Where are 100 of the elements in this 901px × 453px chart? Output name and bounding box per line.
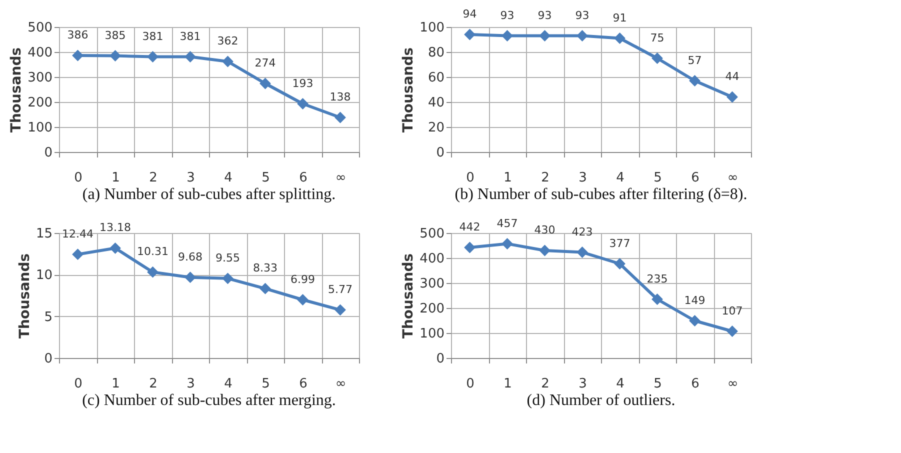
y-tick-label: 400	[28, 46, 52, 60]
point	[297, 294, 308, 306]
data-label: 274	[254, 56, 276, 70]
data-label: 138	[330, 90, 351, 104]
y-tick-label: 100	[420, 326, 444, 342]
y-tick-label: 0	[436, 146, 444, 160]
point	[222, 56, 234, 68]
point	[576, 246, 588, 258]
x-tick-label: ∞	[335, 376, 346, 392]
x-tick-label: 2	[541, 170, 550, 186]
y-axis-title: Thousands	[400, 253, 417, 339]
data-label: 386	[67, 28, 88, 42]
y-tick-label: 100	[420, 20, 444, 36]
point	[147, 51, 158, 62]
point	[539, 244, 550, 256]
y-tick-label: 500	[28, 20, 52, 36]
y-tick-label: 80	[428, 46, 444, 60]
x-tick-label: 1	[504, 376, 512, 392]
y-tick-label: 500	[420, 226, 444, 242]
data-label: 13.18	[100, 221, 131, 234]
point	[726, 91, 738, 103]
point	[297, 98, 308, 110]
y-axis-title: Thousands	[8, 47, 25, 133]
point	[614, 258, 626, 270]
point	[110, 242, 121, 254]
x-tick-label: 6	[299, 170, 308, 186]
point	[464, 242, 476, 254]
point	[502, 30, 513, 42]
data-label: 93	[500, 8, 514, 22]
data-label: 430	[534, 224, 556, 236]
x-tick-label: 3	[578, 170, 587, 186]
y-tick-label: 40	[428, 96, 444, 110]
x-tick-label: 1	[112, 376, 120, 392]
point	[147, 266, 158, 278]
data-label: 93	[575, 8, 590, 22]
x-tick-label: 2	[149, 376, 158, 392]
point	[576, 30, 588, 42]
x-tick-label: 5	[262, 376, 270, 392]
y-tick-label: 15	[36, 226, 52, 242]
x-tick-label: ∞	[335, 170, 346, 186]
data-label: 149	[684, 294, 706, 307]
x-tick-label: 4	[616, 376, 624, 392]
data-label: 75	[650, 31, 664, 44]
x-tick-label: 5	[654, 170, 662, 186]
data-label: 10.31	[137, 245, 168, 258]
point	[539, 30, 550, 42]
x-tick-label: 0	[74, 376, 82, 392]
x-tick-label: 0	[466, 376, 474, 392]
point	[184, 272, 196, 284]
data-label: 377	[609, 236, 630, 250]
y-tick-label: 0	[436, 352, 444, 366]
point	[689, 315, 700, 326]
y-tick-label: 400	[420, 252, 444, 266]
text: (d) Number of outliers.	[526, 392, 676, 409]
point	[689, 75, 700, 86]
text: (b) Number of sub-cubes after filtering (δ=8).	[454, 186, 748, 203]
y-tick-label: 5	[44, 310, 52, 325]
y-tick-label: 60	[428, 70, 444, 86]
point	[614, 32, 626, 44]
x-tick-label: 2	[149, 170, 158, 186]
x-tick-label: 3	[186, 376, 195, 392]
y-tick-label: 300	[28, 70, 52, 86]
point	[652, 52, 663, 64]
data-label: 381	[142, 30, 164, 43]
point	[334, 304, 346, 316]
y-axis-title: Thousands	[400, 47, 417, 133]
point	[726, 326, 738, 337]
x-tick-label: 5	[262, 170, 270, 186]
point	[72, 248, 84, 260]
text: (a) Number of sub-cubes after splitting.	[82, 186, 336, 203]
data-label: 12.44	[62, 227, 94, 240]
y-tick-label: 200	[28, 96, 52, 110]
text: (c) Number of sub-cubes after merging.	[82, 392, 336, 409]
point	[464, 28, 476, 40]
data-label: 44	[725, 70, 740, 83]
data-label: 457	[496, 216, 518, 230]
y-tick-label: 0	[44, 146, 52, 160]
x-tick-label: 1	[504, 170, 512, 186]
y-tick-label: 10	[36, 268, 52, 284]
data-label: 6.99	[290, 272, 315, 286]
x-tick-label: 1	[112, 170, 120, 186]
point	[222, 272, 234, 284]
x-tick-label: ∞	[727, 170, 738, 186]
data-label: 442	[459, 220, 480, 234]
point	[652, 294, 663, 305]
y-tick-label: 300	[420, 276, 444, 292]
x-tick-label: 6	[691, 170, 700, 186]
point	[260, 78, 271, 90]
data-label: 235	[646, 272, 668, 286]
x-tick-label: 2	[541, 376, 550, 392]
x-tick-label: 3	[186, 170, 195, 186]
y-tick-label: 0	[44, 352, 52, 366]
x-tick-label: 3	[578, 376, 587, 392]
x-tick-label: 0	[74, 170, 82, 186]
y-tick-label: 100	[28, 120, 52, 136]
data-label: 193	[292, 76, 314, 90]
x-tick-label: 4	[616, 170, 624, 186]
point	[260, 282, 271, 294]
point	[502, 238, 513, 250]
point	[184, 51, 196, 62]
